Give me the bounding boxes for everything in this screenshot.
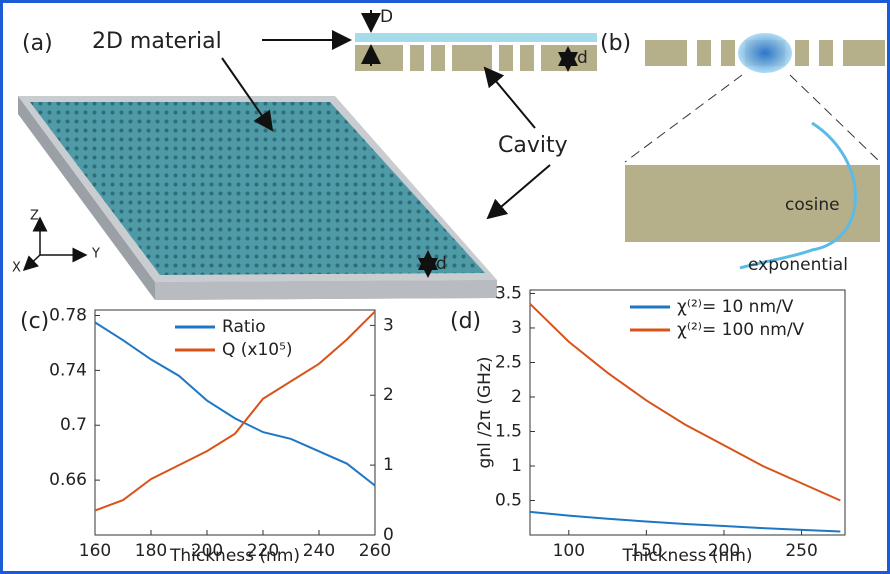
x-axis-label: Thickness (nm) [169,546,300,566]
profile-label: exponential [748,255,848,275]
panel-label: (a) [22,31,53,56]
zoom-line [625,75,742,162]
legend-label: Q (x10⁵) [222,340,293,360]
axes-triad [24,218,86,270]
slab-section [625,165,880,242]
series-line [530,512,840,532]
legend-label: Ratio [222,317,266,337]
cavity-label: Cavity [498,133,568,158]
arrow [485,68,535,128]
material-label: 2D material [92,29,222,54]
arrow [488,165,550,218]
dim-label: d [436,254,447,274]
slab [18,96,497,300]
x-tick-label: 160 [79,541,111,561]
figure: (a) 2D material D d Cavity d Z Y X (b) c… [0,0,890,574]
y-tick-label: 3.5 [495,283,522,303]
legend-label: χ⁽²⁾= 10 nm/V [677,297,794,317]
profile-label: cosine [785,195,840,215]
y-tick-label: 1 [511,456,522,476]
axis-label: Y [91,247,100,262]
y2-tick-label: 0 [383,525,394,545]
y-tick-label: 0.78 [49,305,87,325]
panel-label: (c) [20,309,49,334]
x-tick-label: 250 [785,541,817,561]
cavity-section [355,45,597,71]
y2-tick-label: 3 [383,315,394,335]
zoom-line [790,75,880,162]
panel-label: (d) [450,309,481,334]
legend-label: χ⁽²⁾= 100 nm/V [677,320,805,340]
y2-tick-label: 2 [383,385,394,405]
y-tick-label: 2.5 [495,352,522,372]
y-tick-label: 0.7 [60,415,87,435]
y2-tick-label: 1 [383,455,394,475]
y-tick-label: 2 [511,387,522,407]
x-axis-label: Thickness (nm) [621,546,752,566]
y-tick-label: 3 [511,318,522,338]
x-tick-label: 180 [135,541,167,561]
y-tick-label: 0.74 [49,360,87,380]
x-tick-label: 100 [553,541,585,561]
dim-label: d [577,48,588,68]
material-layer [355,33,597,42]
y-axis-label: gnl /2π (GHz) [475,356,495,468]
panel-label: (b) [600,31,631,56]
axis-label: Z [30,209,39,224]
axis-label: X [12,261,21,276]
y-tick-label: 0.5 [495,490,522,510]
dim-label: D [380,7,393,27]
y-tick-label: 1.5 [495,421,522,441]
x-tick-label: 240 [303,541,335,561]
y-tick-label: 0.66 [49,470,87,490]
mode-glow [738,33,792,73]
